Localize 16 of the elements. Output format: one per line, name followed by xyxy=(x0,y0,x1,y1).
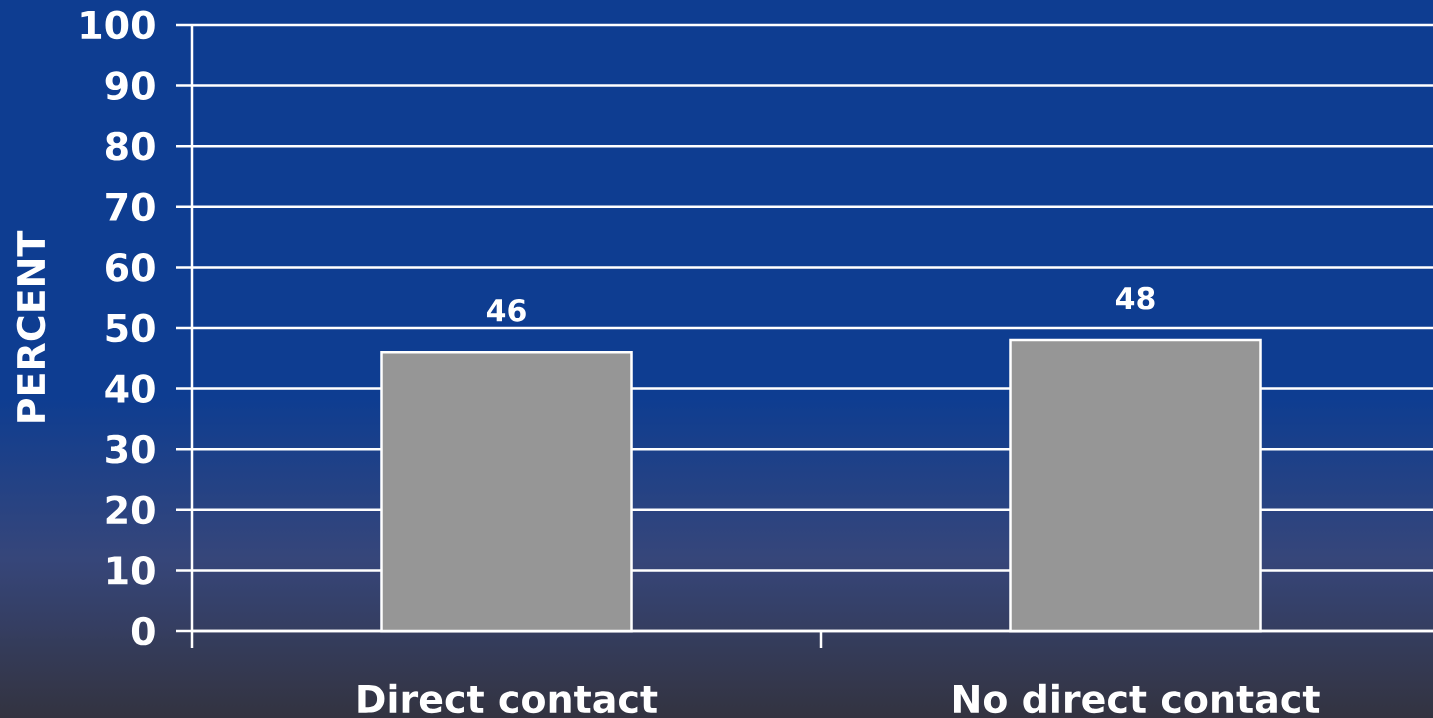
y-tick-label: 50 xyxy=(106,313,155,343)
y-tick-label: 70 xyxy=(106,192,155,222)
x-tick-label: Direct contact xyxy=(358,683,658,714)
y-tick-label: 20 xyxy=(106,495,155,525)
y-tick-label: 10 xyxy=(107,556,155,585)
y-tick-label: 0 xyxy=(131,616,155,646)
y-tick-label: 100 xyxy=(81,10,155,40)
y-tick-label: 90 xyxy=(105,71,155,100)
data-label: 46 xyxy=(486,299,526,322)
y-tick-label: 40 xyxy=(105,374,155,403)
y-tick-label: 80 xyxy=(105,131,155,161)
y-axis-title: PERCENT xyxy=(16,230,46,422)
y-tick-label: 30 xyxy=(106,434,155,464)
x-tick-label: No direct contact xyxy=(954,683,1320,714)
data-label: 48 xyxy=(1115,286,1155,310)
y-tick-label: 60 xyxy=(106,253,155,282)
